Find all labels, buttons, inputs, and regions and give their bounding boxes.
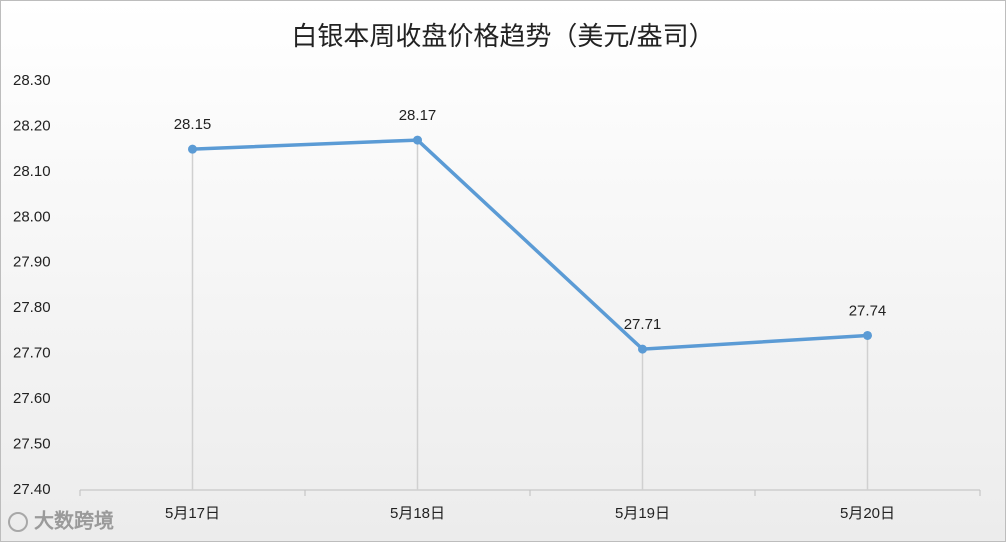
data-label: 28.15 <box>174 116 212 133</box>
data-point <box>638 344 647 354</box>
chart-title: 白银本周收盘价格趋势（美元/盎司） <box>291 21 714 51</box>
data-label: 28.17 <box>399 107 437 124</box>
data-point <box>413 135 422 145</box>
y-tick-label: 28.30 <box>13 72 51 89</box>
y-tick-label: 28.10 <box>13 163 51 180</box>
x-tick-label: 5月19日 <box>615 505 670 522</box>
data-point <box>188 144 197 154</box>
y-tick-label: 28.00 <box>13 208 51 225</box>
data-point <box>863 330 872 340</box>
y-tick-label: 27.60 <box>13 390 51 407</box>
y-tick-label: 27.70 <box>13 345 51 362</box>
x-tick-label: 5月20日 <box>840 505 895 522</box>
y-tick-label: 27.40 <box>13 481 51 498</box>
watermark: 大数跨境 <box>34 508 114 532</box>
data-label: 27.74 <box>849 302 887 319</box>
y-tick-label: 27.90 <box>13 254 51 271</box>
y-tick-label: 28.20 <box>13 117 51 134</box>
x-tick-label: 5月17日 <box>165 505 220 522</box>
line-series <box>192 138 868 351</box>
x-tick-label: 5月18日 <box>390 505 445 522</box>
y-tick-label: 27.50 <box>13 436 51 453</box>
y-tick-label: 27.80 <box>13 299 51 316</box>
data-label: 27.71 <box>624 316 662 333</box>
watermark-icon <box>8 512 28 532</box>
